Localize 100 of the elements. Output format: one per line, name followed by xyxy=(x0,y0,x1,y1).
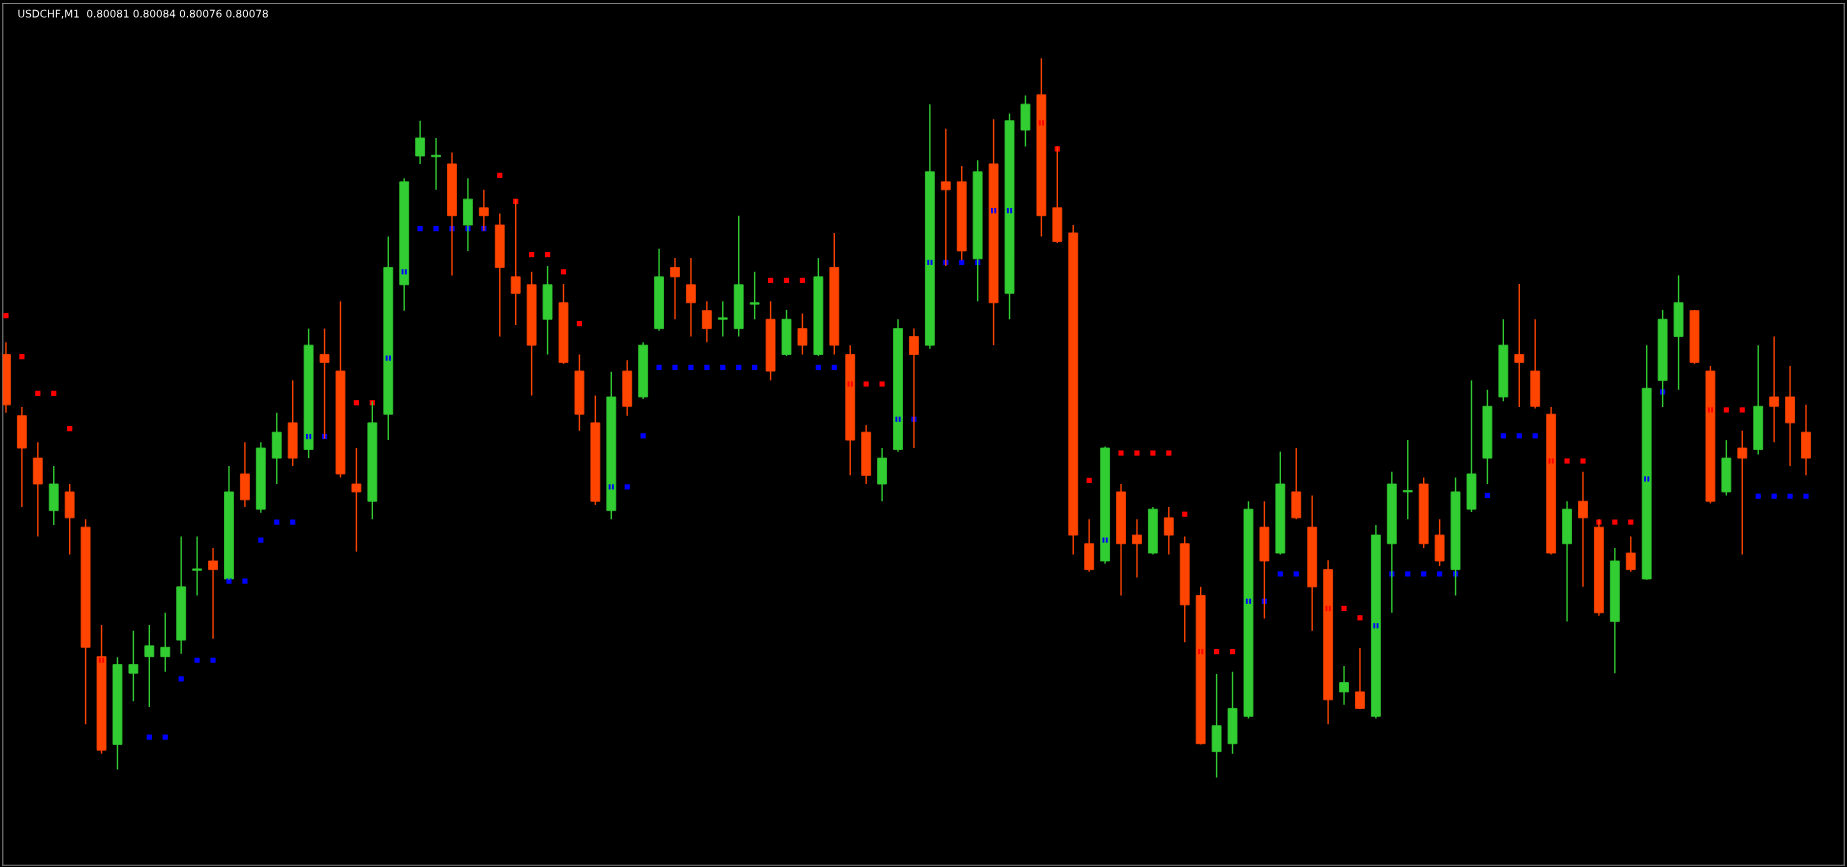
point xyxy=(560,269,567,275)
candlestick xyxy=(48,465,59,526)
point xyxy=(959,259,965,266)
point xyxy=(576,320,583,327)
point xyxy=(210,657,216,663)
point xyxy=(1229,649,1236,655)
candlestick xyxy=(287,379,298,467)
chart-title: USDCHF,M1 0.80081 0.80084 0.80076 0.80078 xyxy=(18,9,268,19)
point xyxy=(1086,477,1092,484)
point xyxy=(1516,433,1522,439)
point xyxy=(1723,407,1729,413)
point xyxy=(544,251,551,258)
point xyxy=(242,578,248,584)
candlestick xyxy=(622,359,633,417)
candlestick xyxy=(1020,94,1031,148)
point xyxy=(799,277,806,284)
candlestick xyxy=(1673,274,1684,391)
point xyxy=(1612,519,1618,525)
point xyxy=(1532,433,1538,439)
point xyxy=(1771,493,1777,499)
point xyxy=(146,734,152,740)
point xyxy=(863,381,869,387)
candlestick xyxy=(1434,518,1445,567)
candlestick xyxy=(781,309,792,357)
candlestick xyxy=(542,265,553,356)
point xyxy=(162,734,168,740)
point xyxy=(178,676,184,682)
point xyxy=(1484,492,1490,499)
point xyxy=(767,277,774,284)
candlestick xyxy=(64,483,75,556)
point xyxy=(879,381,885,387)
point xyxy=(1580,458,1586,464)
candlestick xyxy=(335,300,346,479)
point xyxy=(736,364,742,371)
point xyxy=(353,400,360,406)
point xyxy=(1182,511,1188,517)
point xyxy=(752,364,758,371)
candlestick xyxy=(1737,430,1748,556)
point xyxy=(290,519,296,525)
point xyxy=(3,313,9,319)
candlestick xyxy=(1498,318,1509,402)
point xyxy=(1803,493,1809,499)
point xyxy=(1500,433,1506,439)
candlestick xyxy=(1689,309,1700,365)
point xyxy=(1293,571,1299,577)
point xyxy=(624,484,630,490)
point xyxy=(35,390,41,396)
candlestick xyxy=(1482,389,1493,485)
candlestick xyxy=(765,300,776,382)
candlestick xyxy=(1402,439,1413,520)
candlestick xyxy=(271,412,282,485)
point xyxy=(1150,450,1156,456)
point xyxy=(51,390,57,396)
point xyxy=(720,364,726,371)
candlestick xyxy=(128,630,139,702)
candlestick xyxy=(1418,476,1429,549)
point xyxy=(417,226,423,232)
point xyxy=(1214,649,1220,655)
point xyxy=(656,364,662,371)
point xyxy=(194,657,200,663)
point xyxy=(672,364,678,371)
point xyxy=(831,364,837,371)
point xyxy=(497,172,503,178)
point xyxy=(1421,571,1427,577)
point xyxy=(783,277,790,284)
point xyxy=(640,433,646,439)
candlestick xyxy=(80,518,91,725)
point xyxy=(1739,407,1745,413)
candlestick xyxy=(144,624,155,708)
candlestick xyxy=(1753,344,1764,456)
point xyxy=(1755,493,1761,499)
point xyxy=(67,426,73,432)
candlestick xyxy=(749,271,760,320)
point xyxy=(1166,450,1172,456)
point xyxy=(258,537,264,543)
point xyxy=(815,364,821,371)
candlestick xyxy=(813,257,824,357)
point xyxy=(1564,458,1570,464)
point xyxy=(19,354,25,360)
candlestick xyxy=(797,312,808,356)
point xyxy=(529,251,535,258)
point xyxy=(704,364,710,371)
candlestick xyxy=(160,612,171,673)
candlestick xyxy=(590,394,601,506)
point xyxy=(1405,571,1411,577)
candlestick xyxy=(574,353,585,432)
candlestick xyxy=(1530,318,1541,410)
candlestick xyxy=(717,300,728,338)
candlestick xyxy=(351,447,362,553)
candlestick xyxy=(1179,535,1190,643)
candlestick xyxy=(1211,673,1222,779)
candlestick xyxy=(1068,224,1079,556)
candlestick xyxy=(1721,439,1732,497)
point xyxy=(1628,519,1634,525)
point xyxy=(433,226,439,232)
point xyxy=(1787,493,1793,499)
candlestick xyxy=(1275,450,1286,556)
point xyxy=(1277,571,1283,577)
point xyxy=(274,519,280,525)
point xyxy=(1134,450,1140,456)
